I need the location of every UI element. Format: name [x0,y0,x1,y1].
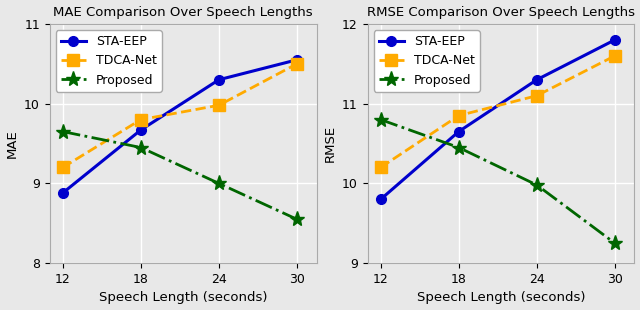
TDCA-Net [137,118,145,122]
Y-axis label: MAE: MAE [6,129,19,158]
STA-EEP [59,191,67,195]
Line: STA-EEP: STA-EEP [376,35,620,204]
STA-EEP [455,130,463,133]
Legend: STA-EEP, TDCA-Net, Proposed: STA-EEP, TDCA-Net, Proposed [56,30,162,92]
Line: Proposed: Proposed [373,112,623,251]
Line: Proposed: Proposed [55,124,305,227]
TDCA-Net [455,114,463,117]
TDCA-Net [377,166,385,169]
X-axis label: Speech Length (seconds): Speech Length (seconds) [99,291,268,304]
STA-EEP [611,38,619,42]
TDCA-Net [611,54,619,58]
Line: STA-EEP: STA-EEP [58,55,302,198]
TDCA-Net [293,62,301,66]
Line: TDCA-Net: TDCA-Net [375,50,620,173]
TDCA-Net [533,94,541,98]
Title: RMSE Comparison Over Speech Lengths: RMSE Comparison Over Speech Lengths [367,6,635,19]
X-axis label: Speech Length (seconds): Speech Length (seconds) [417,291,586,304]
STA-EEP [215,78,223,82]
Title: MAE Comparison Over Speech Lengths: MAE Comparison Over Speech Lengths [53,6,313,19]
Y-axis label: RMSE: RMSE [323,125,337,162]
Proposed [377,118,385,122]
TDCA-Net [215,103,223,107]
Proposed [293,217,301,221]
STA-EEP [377,197,385,201]
TDCA-Net [59,166,67,169]
Proposed [215,182,223,185]
Proposed [533,183,541,187]
STA-EEP [533,78,541,82]
STA-EEP [137,128,145,132]
Proposed [611,241,619,245]
Line: TDCA-Net: TDCA-Net [57,58,303,173]
Proposed [137,146,145,149]
Proposed [455,146,463,149]
Legend: STA-EEP, TDCA-Net, Proposed: STA-EEP, TDCA-Net, Proposed [374,30,480,92]
STA-EEP [293,58,301,62]
Proposed [59,130,67,133]
